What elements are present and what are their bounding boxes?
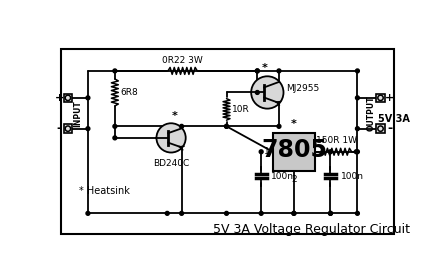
Circle shape <box>277 69 281 73</box>
Circle shape <box>224 124 228 128</box>
Text: 0R22 3W: 0R22 3W <box>162 56 203 65</box>
Circle shape <box>255 69 259 73</box>
Bar <box>64 94 72 102</box>
Circle shape <box>356 69 359 73</box>
Text: *: * <box>172 111 178 121</box>
Text: 5V 3A Voltage Regulator Circuit: 5V 3A Voltage Regulator Circuit <box>213 224 410 237</box>
Circle shape <box>328 211 332 215</box>
Text: 3: 3 <box>318 147 324 156</box>
Circle shape <box>259 211 263 215</box>
Text: 150R 1W: 150R 1W <box>316 136 357 145</box>
Circle shape <box>277 124 281 128</box>
Circle shape <box>259 150 263 154</box>
Circle shape <box>224 211 228 215</box>
Text: +: + <box>55 93 64 103</box>
Text: INPUT: INPUT <box>73 100 82 127</box>
Circle shape <box>356 127 359 131</box>
Text: OUTPUT: OUTPUT <box>367 96 376 131</box>
Text: 6R8: 6R8 <box>120 88 138 97</box>
Bar <box>61 49 394 234</box>
Text: 10R: 10R <box>232 105 250 114</box>
Circle shape <box>255 69 259 73</box>
Circle shape <box>156 123 186 153</box>
Circle shape <box>356 150 359 154</box>
Circle shape <box>356 96 359 100</box>
Circle shape <box>255 90 259 94</box>
Bar <box>64 124 72 133</box>
Circle shape <box>354 150 358 154</box>
Text: BD240C: BD240C <box>153 159 189 168</box>
Text: *: * <box>291 119 297 129</box>
Circle shape <box>180 211 184 215</box>
Bar <box>376 94 385 102</box>
Circle shape <box>86 211 90 215</box>
Bar <box>376 124 385 133</box>
Circle shape <box>251 76 284 109</box>
Text: 100n: 100n <box>340 172 363 181</box>
Circle shape <box>328 211 332 215</box>
Circle shape <box>86 127 90 131</box>
Text: MJ2955: MJ2955 <box>286 84 319 93</box>
Text: 2: 2 <box>291 175 297 184</box>
Text: *: * <box>262 63 268 73</box>
Text: 100n: 100n <box>271 172 294 181</box>
Text: 1: 1 <box>264 147 270 156</box>
Bar <box>273 133 315 171</box>
Text: -: - <box>387 122 392 135</box>
Circle shape <box>356 211 359 215</box>
Circle shape <box>292 211 296 215</box>
Circle shape <box>113 136 117 140</box>
Circle shape <box>180 124 184 128</box>
Circle shape <box>113 69 117 73</box>
Text: -: - <box>57 122 62 135</box>
Circle shape <box>113 124 117 128</box>
Text: +: + <box>385 93 394 103</box>
Circle shape <box>165 211 169 215</box>
Text: * Heatsink: * Heatsink <box>79 186 129 196</box>
Circle shape <box>224 124 228 128</box>
Circle shape <box>292 211 296 215</box>
Text: 5V 3A: 5V 3A <box>379 114 410 124</box>
Circle shape <box>86 96 90 100</box>
Text: 7805: 7805 <box>261 138 327 162</box>
Circle shape <box>328 150 332 154</box>
